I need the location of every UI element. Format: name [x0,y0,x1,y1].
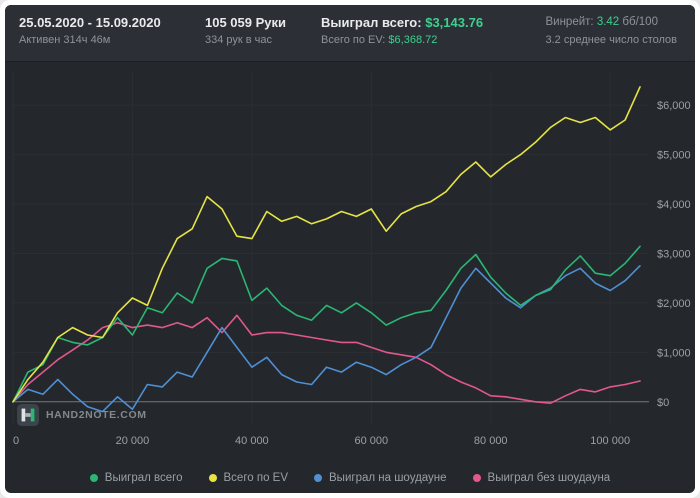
legend-label: Выиграл всего [104,472,183,484]
stat-winnings: Выиграл всего: $3,143.76 Всего по EV: $6… [321,14,483,48]
winnings-chart: $0 $1,000 $2,000 $3,000 $4,000 $5,000 $6,000 0 2… [12,72,691,447]
legend-item-1[interactable]: Всего по EV [208,472,289,484]
winrate-unit: бб/100 [622,16,658,28]
watermark: HAND2NOTE.COM [17,404,147,426]
svg-text:0: 0 [13,435,19,447]
legend-label: Выиграл без шоудауна [487,472,611,484]
active-time: Активен 314ч 46м [19,34,111,46]
svg-text:$0: $0 [657,397,669,409]
hands-per-hour: 334 рук в час [205,34,273,46]
ev-total-value: $6,368.72 [388,34,438,46]
legend-dot [314,474,323,482]
svg-text:$6,000: $6,000 [657,100,691,112]
period-range: 25.05.2020 - 15.09.2020 [19,15,161,30]
hands-count: 105 059 Руки [205,15,287,30]
svg-text:40 000: 40 000 [235,435,269,447]
svg-text:80 000: 80 000 [474,435,508,447]
legend-dot [208,474,217,482]
chart-legend: Выиграл всего Всего по EV Выиграл на шоуда… [5,472,695,484]
legend-dot [89,474,98,482]
svg-text:$5,000: $5,000 [657,150,691,162]
session-report-panel: 25.05.2020 - 15.09.2020 Активен 314ч 46м… [5,5,695,493]
stat-hands: 105 059 Руки 334 рук в час [205,14,321,48]
legend-item-2[interactable]: Выиграл на шоудауне [314,472,447,484]
svg-text:20 000: 20 000 [116,435,150,447]
svg-text:$4,000: $4,000 [657,199,691,211]
legend-item-0[interactable]: Выиграл всего [89,472,183,484]
svg-text:$3,000: $3,000 [657,248,691,260]
svg-text:$2,000: $2,000 [657,298,691,310]
svg-text:$1,000: $1,000 [657,347,691,359]
avg-tables: 3.2 среднее число столов [545,34,677,46]
hand2note-logo-icon [17,404,39,426]
stats-header: 25.05.2020 - 15.09.2020 Активен 314ч 46м… [5,5,695,62]
stat-period: 25.05.2020 - 15.09.2020 Активен 314ч 46м [19,14,205,48]
svg-text:60 000: 60 000 [354,435,388,447]
ev-total-label: Всего по EV: [321,34,386,46]
watermark-text: HAND2NOTE.COM [46,409,147,421]
winrate-label: Винрейт: [545,16,594,28]
winnings-graph[interactable]: $0 $1,000 $2,000 $3,000 $4,000 $5,000 $6,000 0 2… [5,62,695,454]
stat-winrate: Винрейт: 3.42 бб/100 3.2 среднее число с… [545,14,681,48]
svg-text:100 000: 100 000 [590,435,630,447]
legend-label: Выиграл на шоудауне [329,472,447,484]
winrate-value: 3.42 [596,16,620,28]
won-total-value: $3,143.76 [425,15,484,30]
won-total-label: Выиграл всего: [321,15,422,30]
legend-label: Всего по EV [223,472,289,484]
legend-item-3[interactable]: Выиграл без шоудауна [472,472,611,484]
legend-dot [472,474,481,482]
